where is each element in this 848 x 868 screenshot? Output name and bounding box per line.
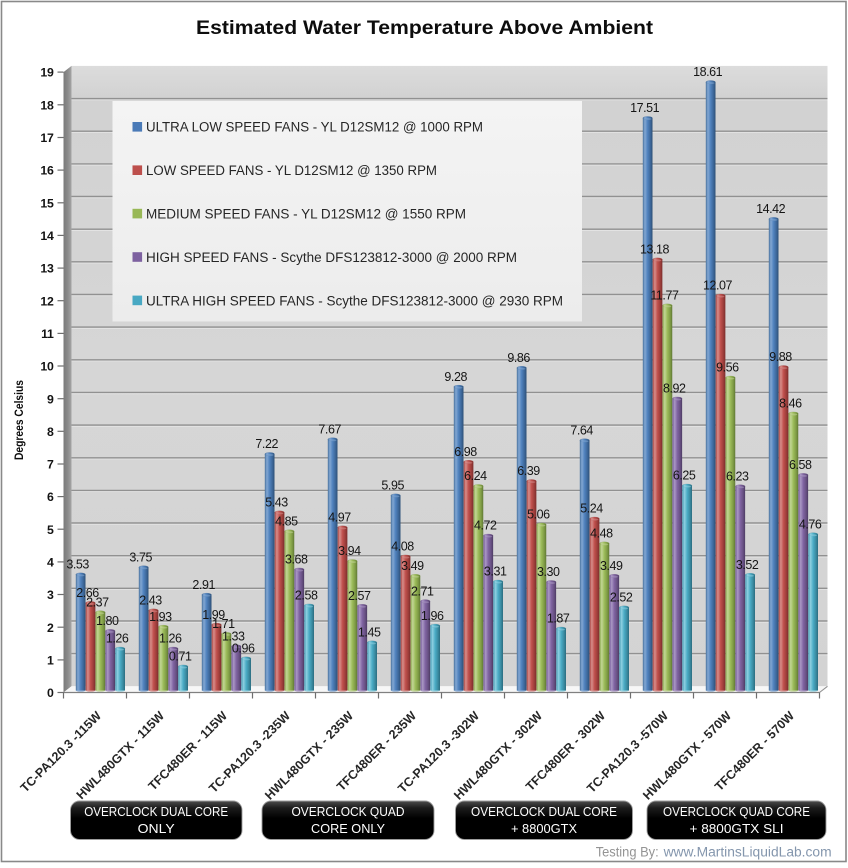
svg-text:8: 8 bbox=[47, 425, 54, 439]
svg-text:1.87: 1.87 bbox=[547, 612, 570, 626]
svg-text:8.46: 8.46 bbox=[779, 397, 802, 411]
svg-text:11.77: 11.77 bbox=[650, 289, 679, 303]
svg-text:7.67: 7.67 bbox=[318, 422, 341, 436]
svg-text:Degrees Celsius: Degrees Celsius bbox=[12, 380, 26, 460]
svg-text:17: 17 bbox=[40, 131, 54, 145]
svg-text:Estimated Water Temperature Ab: Estimated Water Temperature Above Ambien… bbox=[196, 17, 654, 39]
svg-text:10: 10 bbox=[40, 360, 54, 374]
svg-text:Testing By:: Testing By: bbox=[596, 845, 659, 861]
svg-text:OVERCLOCK DUAL CORE: OVERCLOCK DUAL CORE bbox=[84, 804, 228, 819]
svg-text:0: 0 bbox=[47, 686, 54, 700]
svg-text:13.18: 13.18 bbox=[640, 243, 670, 257]
svg-text:4.48: 4.48 bbox=[590, 527, 613, 541]
svg-text:6.58: 6.58 bbox=[789, 458, 812, 472]
svg-text:4.76: 4.76 bbox=[799, 517, 822, 531]
svg-text:1.45: 1.45 bbox=[358, 626, 381, 640]
svg-text:HIGH SPEED FANS - Scythe DFS12: HIGH SPEED FANS - Scythe DFS123812-3000 … bbox=[146, 250, 517, 266]
svg-text:ULTRA HIGH SPEED FANS - Scythe: ULTRA HIGH SPEED FANS - Scythe DFS123812… bbox=[146, 293, 563, 309]
svg-text:9.28: 9.28 bbox=[444, 370, 467, 384]
svg-text:1.96: 1.96 bbox=[421, 609, 444, 623]
svg-text:CORE ONLY: CORE ONLY bbox=[311, 821, 385, 836]
svg-text:3.49: 3.49 bbox=[401, 559, 424, 573]
svg-text:1.80: 1.80 bbox=[96, 614, 119, 628]
svg-text:6.39: 6.39 bbox=[517, 464, 540, 478]
svg-text:OVERCLOCK QUAD: OVERCLOCK QUAD bbox=[292, 804, 405, 819]
svg-text:2.57: 2.57 bbox=[348, 589, 371, 603]
svg-text:13: 13 bbox=[40, 262, 54, 276]
svg-text:OVERCLOCK QUAD CORE: OVERCLOCK QUAD CORE bbox=[663, 804, 810, 819]
svg-text:8.92: 8.92 bbox=[663, 382, 686, 396]
svg-text:5.24: 5.24 bbox=[580, 502, 603, 516]
svg-text:5.06: 5.06 bbox=[527, 508, 550, 522]
svg-text:www.MartinsLiquidLab.com: www.MartinsLiquidLab.com bbox=[663, 845, 832, 861]
svg-text:6: 6 bbox=[47, 490, 54, 504]
svg-text:2.71: 2.71 bbox=[411, 584, 434, 598]
svg-text:5.95: 5.95 bbox=[381, 479, 404, 493]
svg-text:ULTRA LOW SPEED FANS - YL D12S: ULTRA LOW SPEED FANS - YL D12SM12 @ 1000… bbox=[146, 120, 483, 136]
svg-text:4.85: 4.85 bbox=[275, 514, 298, 528]
svg-text:14: 14 bbox=[40, 229, 54, 243]
svg-text:3: 3 bbox=[47, 588, 54, 602]
svg-text:2: 2 bbox=[47, 621, 54, 635]
svg-text:1.93: 1.93 bbox=[149, 610, 172, 624]
svg-text:0.96: 0.96 bbox=[232, 642, 255, 656]
svg-text:4.08: 4.08 bbox=[391, 540, 414, 554]
svg-text:18.61: 18.61 bbox=[693, 65, 723, 79]
svg-text:15: 15 bbox=[40, 196, 54, 210]
svg-text:6.23: 6.23 bbox=[726, 469, 749, 483]
svg-text:3.68: 3.68 bbox=[285, 553, 308, 567]
svg-text:OVERCLOCK DUAL CORE: OVERCLOCK DUAL CORE bbox=[471, 804, 617, 819]
svg-text:1.33: 1.33 bbox=[222, 629, 245, 643]
svg-text:+ 8800GTX SLI: + 8800GTX SLI bbox=[690, 821, 784, 836]
svg-text:11: 11 bbox=[41, 327, 54, 341]
svg-text:1: 1 bbox=[47, 654, 54, 668]
svg-text:5.43: 5.43 bbox=[265, 496, 288, 510]
svg-text:9.88: 9.88 bbox=[769, 350, 792, 364]
svg-text:9.56: 9.56 bbox=[716, 361, 739, 375]
svg-text:LOW SPEED FANS - YL D12SM12 @: LOW SPEED FANS - YL D12SM12 @ 1350 RPM bbox=[146, 163, 437, 179]
svg-text:7.22: 7.22 bbox=[255, 437, 278, 451]
svg-text:1.71: 1.71 bbox=[212, 617, 235, 631]
svg-text:2.91: 2.91 bbox=[192, 578, 215, 592]
svg-text:6.98: 6.98 bbox=[454, 445, 477, 459]
svg-text:3.31: 3.31 bbox=[484, 565, 507, 579]
svg-text:2.52: 2.52 bbox=[610, 591, 633, 605]
svg-text:2.43: 2.43 bbox=[139, 594, 162, 608]
svg-text:MEDIUM SPEED FANS - YL D12SM12: MEDIUM SPEED FANS - YL D12SM12 @ 1550 RP… bbox=[146, 207, 466, 223]
svg-text:18: 18 bbox=[40, 98, 54, 112]
svg-text:4.72: 4.72 bbox=[474, 519, 497, 533]
svg-text:9.86: 9.86 bbox=[507, 351, 530, 365]
svg-text:3.49: 3.49 bbox=[600, 559, 623, 573]
svg-text:4: 4 bbox=[47, 556, 54, 570]
svg-text:3.52: 3.52 bbox=[736, 558, 759, 572]
svg-text:19: 19 bbox=[40, 66, 54, 80]
svg-text:12.07: 12.07 bbox=[703, 279, 733, 293]
svg-text:4.97: 4.97 bbox=[328, 511, 351, 525]
svg-text:3.75: 3.75 bbox=[129, 550, 152, 564]
svg-text:ONLY: ONLY bbox=[138, 821, 175, 836]
svg-text:12: 12 bbox=[40, 294, 54, 308]
svg-text:1.26: 1.26 bbox=[106, 632, 129, 646]
svg-text:3.53: 3.53 bbox=[66, 558, 89, 572]
svg-text:1.99: 1.99 bbox=[202, 608, 225, 622]
svg-text:0.71: 0.71 bbox=[169, 650, 192, 664]
svg-text:2.37: 2.37 bbox=[86, 595, 109, 609]
svg-text:3.30: 3.30 bbox=[537, 565, 560, 579]
svg-text:9: 9 bbox=[47, 392, 54, 406]
svg-text:7.64: 7.64 bbox=[570, 423, 593, 437]
svg-text:17.51: 17.51 bbox=[630, 101, 660, 115]
svg-text:1.26: 1.26 bbox=[159, 632, 182, 646]
svg-text:2.58: 2.58 bbox=[295, 589, 318, 603]
svg-text:6.25: 6.25 bbox=[673, 469, 696, 483]
svg-text:3.94: 3.94 bbox=[338, 544, 361, 558]
svg-text:6.24: 6.24 bbox=[464, 469, 487, 483]
svg-text:2.66: 2.66 bbox=[76, 586, 99, 600]
svg-text:5: 5 bbox=[47, 523, 54, 537]
svg-text:7: 7 bbox=[47, 458, 54, 472]
svg-text:16: 16 bbox=[40, 164, 54, 178]
svg-text:14.42: 14.42 bbox=[756, 202, 786, 216]
svg-text:+ 8800GTX: + 8800GTX bbox=[511, 821, 577, 836]
